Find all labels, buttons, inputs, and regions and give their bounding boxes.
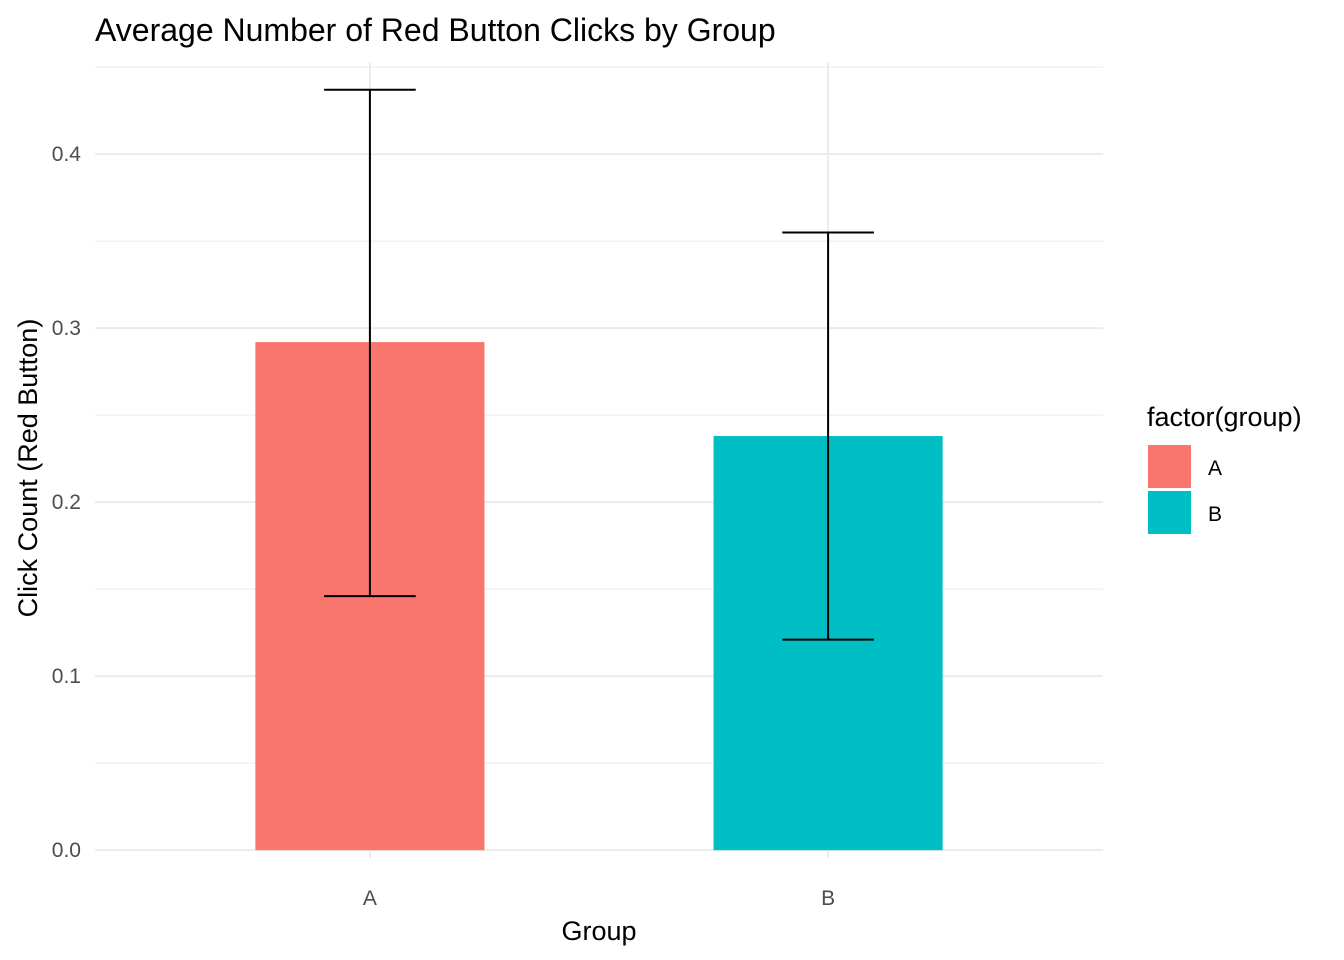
x-tick-label: A xyxy=(363,887,377,910)
y-tick-label: 0.4 xyxy=(52,143,82,166)
legend-key-b xyxy=(1148,491,1191,534)
error-bars xyxy=(324,88,874,641)
y-tick-label: 0.1 xyxy=(52,665,81,688)
y-tick-label: 0.0 xyxy=(52,839,81,862)
x-axis-title: Group xyxy=(561,916,636,946)
y-tick-label: 0.3 xyxy=(52,317,81,340)
legend: factor(group) AB xyxy=(1147,402,1302,534)
y-axis-title: Click Count (Red Button) xyxy=(13,319,43,618)
legend-label-a: A xyxy=(1208,457,1222,480)
x-tick-label: B xyxy=(821,887,835,910)
error-bar-a xyxy=(324,88,416,598)
y-tick-label: 0.2 xyxy=(52,491,81,514)
legend-key-a xyxy=(1148,445,1191,488)
legend-title: factor(group) xyxy=(1147,402,1302,432)
chart-title: Average Number of Red Button Clicks by G… xyxy=(95,12,776,48)
grid-lines xyxy=(95,63,1103,858)
legend-label-b: B xyxy=(1208,503,1222,526)
y-axis-ticks: 0.0 0.1 0.2 0.3 0.4 xyxy=(52,143,82,862)
error-bar-b xyxy=(782,231,874,641)
